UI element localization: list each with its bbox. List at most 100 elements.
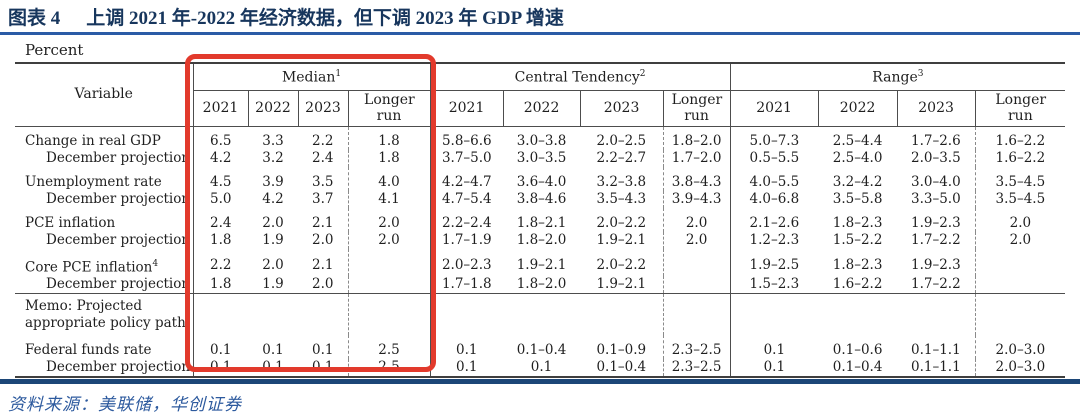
value-cell: 3.3 [262,132,284,149]
value-cell: 1.6–2.2 [974,149,1066,167]
table-row: December projection 1.8 1.9 2.0 1.7–1.8 1.8–2… [15,276,1066,294]
value-cell: 3.5–4.5 [974,166,1066,191]
value-cell: 0.1–0.9 [596,342,647,358]
value-cell: 3.8–4.3 [662,166,731,191]
value-cell [662,276,731,294]
value-cell: 5.0–7.3 [729,126,819,150]
value-cell: 1.9–2.3 [910,257,961,274]
range-section-header: Range3 [729,63,1066,91]
value-cell: 2.0 [312,276,334,292]
source-note: 资料来源：美联储，华创证券 [8,395,242,414]
footnote-marker: 1 [335,69,342,80]
year-header-row: 2021 2022 2023 Longer run 2021 2022 2023… [15,90,1066,127]
value-cell: 1.9 [262,231,284,248]
value-cell: 1.6–2.2 [974,126,1066,150]
value-cell: 1.9–2.1 [516,257,567,274]
value-cell: 1.9 [262,276,284,292]
value-cell: 2.0 [974,207,1066,232]
value-cell: 2.3–2.5 [662,359,731,377]
value-cell: 1.9–2.1 [596,231,647,248]
value-cell: 0.1–1.1 [910,342,961,358]
value-cell: 1.8–2.3 [832,257,883,274]
value-cell: 0.1–1.1 [910,359,961,375]
value-cell: 2.5–4.0 [832,149,883,166]
value-cell: 1.7–2.2 [910,276,961,292]
value-cell: 0.1–0.4 [832,359,883,375]
value-cell [347,276,431,294]
median-year-2023: 2023 [297,90,348,127]
value-cell [974,248,1066,276]
table-row: December projection 4.2 3.2 2.4 1.8 3.7–5.0 3.… [15,149,1066,167]
value-cell: 2.2 [192,248,248,276]
title-underline [0,32,1080,35]
value-cell: 1.8 [192,231,248,249]
value-cell: 2.0–3.0 [974,359,1066,377]
value-cell: 1.5–2.3 [729,276,819,294]
value-cell: 2.0 [974,231,1066,249]
value-cell: 3.0–3.5 [516,149,567,166]
value-cell: 1.8–2.3 [832,214,883,231]
median-longer-run: Longer run [347,90,431,127]
value-cell: 2.0 [262,257,284,274]
central-tendency-section-header: Central Tendency2 [429,63,731,91]
table-row: December projection 1.8 1.9 2.0 2.0 1.7–1.9 1.… [15,231,1066,249]
value-cell: 3.7–5.0 [429,149,504,167]
value-cell [347,293,431,335]
value-cell: 0.1–0.4 [516,342,567,358]
value-cell [248,293,298,335]
economic-projections-table: Variable Median1 Central Tendency2 Range… [15,62,1066,378]
variable-cell: December projection [46,149,191,166]
range-longer-run: Longer run [974,90,1066,127]
variable-cell: December projection [46,359,191,375]
value-cell: 1.8–2.0 [662,126,731,150]
range-year-2023: 2023 [896,90,976,127]
table-row: December projection 5.0 4.2 3.7 4.1 4.7–5.4 3.… [15,190,1066,208]
value-cell: 3.2 [262,149,284,166]
value-cell: 4.5 [192,166,248,191]
table-row: Federal funds rate 0.1 0.1 0.1 2.5 0.1 0.1–0.4… [15,335,1066,359]
value-cell: 3.2–4.2 [832,173,883,190]
table-row: Change in real GDP 6.5 3.3 2.2 1.8 5.8–6.6 3.0… [15,126,1066,150]
variable-cell: PCE inflation [25,214,116,231]
value-cell: 2.0 [262,214,284,231]
footnote-marker: 4 [152,258,159,269]
value-cell: 3.9 [262,173,284,190]
median-section-header: Median1 [192,63,431,91]
value-cell: 1.8 [347,149,431,167]
value-cell: 1.9–2.1 [596,276,647,292]
value-cell: 4.2 [262,190,284,207]
value-cell: 0.1 [192,359,248,377]
ct-year-2022: 2022 [502,90,581,127]
value-cell: 2.0–3.5 [910,149,961,166]
value-cell: 0.1 [192,335,248,359]
value-cell: 1.7–2.0 [662,149,731,167]
value-cell [662,248,731,276]
value-cell: 1.7–2.2 [910,231,961,248]
figure-title: 图表 4 上调 2021 年-2022 年经济数据，但下调 2023 年 GDP … [0,0,1080,32]
value-cell: 4.1 [347,190,431,208]
value-cell: 4.0–6.8 [729,190,819,208]
section-header-row: Variable Median1 Central Tendency2 Range… [15,63,1066,127]
value-cell: 4.2 [192,149,248,167]
value-cell: 2.0 [347,207,431,232]
value-cell: 0.1–0.6 [832,342,883,358]
figure-label: 图表 4 [8,8,61,29]
value-cell: 5.0 [192,190,248,208]
value-cell [974,276,1066,294]
value-cell: 2.0–2.3 [429,248,504,276]
value-cell: 4.7–5.4 [429,190,504,208]
value-cell: 2.0–2.2 [596,257,647,274]
variable-cell: Federal funds rate [25,342,152,358]
value-cell: 2.1 [312,214,334,231]
value-cell: 2.1–2.6 [729,207,819,232]
value-cell [503,293,581,335]
value-cell [347,248,431,276]
value-cell: 3.0–3.8 [516,132,567,149]
value-cell: 2.5 [347,359,431,377]
value-cell: 0.1 [262,342,284,358]
value-cell: 0.1 [729,359,819,377]
table-row: Unemployment rate 4.5 3.9 3.5 4.0 4.2–4.7 3.6–… [15,166,1066,191]
table-row: Core PCE inflation4 2.2 2.0 2.1 2.0–2.3 1.9–2… [15,248,1066,276]
value-cell: 3.8–4.6 [516,190,567,207]
figure-title-text: 上调 2021 年-2022 年经济数据，但下调 2023 年 GDP 增速 [86,8,564,29]
